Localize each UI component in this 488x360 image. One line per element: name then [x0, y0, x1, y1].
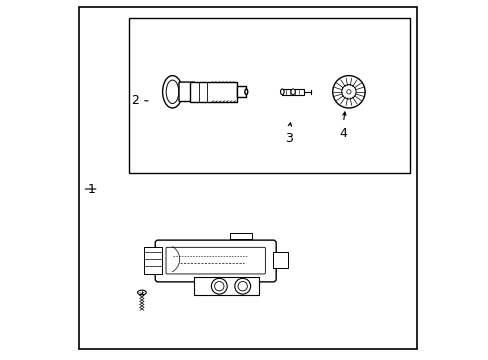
Circle shape: [238, 282, 247, 291]
Bar: [230, 233, 251, 239]
Ellipse shape: [280, 89, 284, 95]
Ellipse shape: [163, 76, 182, 108]
Bar: [143, 247, 162, 274]
Circle shape: [346, 90, 350, 94]
Ellipse shape: [244, 89, 247, 95]
Text: 3: 3: [285, 132, 293, 145]
FancyBboxPatch shape: [166, 247, 265, 274]
FancyBboxPatch shape: [179, 82, 194, 102]
Bar: [282, 89, 303, 95]
FancyBboxPatch shape: [155, 240, 276, 282]
Bar: [194, 277, 258, 295]
Ellipse shape: [166, 80, 179, 104]
Text: 4: 4: [339, 127, 347, 140]
Ellipse shape: [290, 89, 295, 95]
Bar: [237, 86, 246, 97]
Circle shape: [211, 278, 227, 294]
Circle shape: [332, 76, 365, 108]
Circle shape: [214, 282, 224, 291]
Bar: [190, 82, 237, 102]
Text: 1: 1: [87, 183, 95, 195]
Circle shape: [234, 278, 250, 294]
Text: 2: 2: [130, 94, 139, 107]
Circle shape: [341, 85, 355, 99]
Bar: [129, 18, 409, 173]
Bar: [273, 252, 287, 268]
Ellipse shape: [137, 290, 146, 295]
